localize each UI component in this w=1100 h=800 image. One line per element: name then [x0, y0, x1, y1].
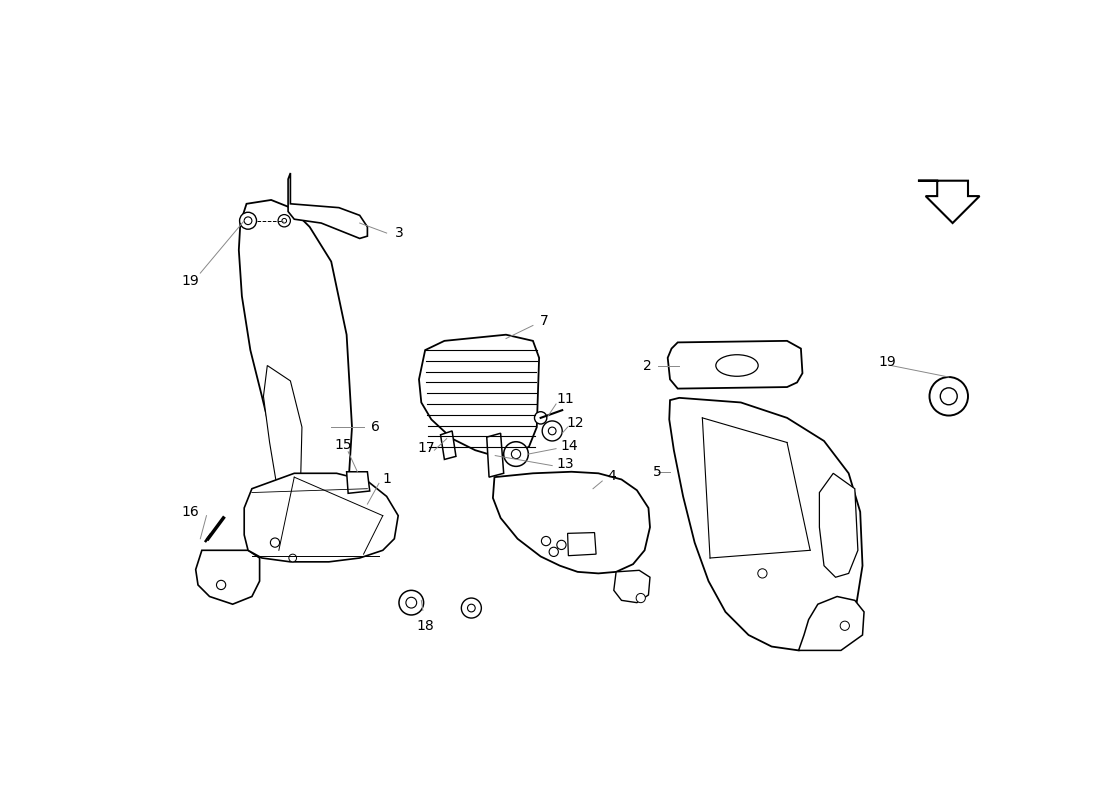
Text: 3: 3 — [395, 226, 404, 240]
Circle shape — [278, 214, 290, 227]
Circle shape — [535, 412, 547, 424]
Circle shape — [548, 427, 557, 435]
Circle shape — [542, 421, 562, 441]
Circle shape — [217, 580, 226, 590]
Text: 5: 5 — [653, 465, 662, 478]
Text: 18: 18 — [416, 618, 434, 633]
Text: 19: 19 — [182, 274, 199, 288]
Polygon shape — [614, 570, 650, 602]
Circle shape — [289, 554, 297, 562]
Circle shape — [549, 547, 559, 557]
Polygon shape — [244, 474, 398, 562]
Circle shape — [758, 569, 767, 578]
Polygon shape — [419, 334, 539, 456]
Circle shape — [406, 598, 417, 608]
Polygon shape — [346, 472, 370, 494]
Circle shape — [244, 217, 252, 225]
Ellipse shape — [716, 354, 758, 376]
Circle shape — [840, 621, 849, 630]
Polygon shape — [799, 597, 865, 650]
Text: 14: 14 — [560, 439, 578, 454]
Polygon shape — [669, 398, 862, 650]
Circle shape — [512, 450, 520, 458]
Circle shape — [557, 540, 566, 550]
Text: 16: 16 — [182, 505, 199, 519]
Text: 11: 11 — [557, 392, 574, 406]
Text: 13: 13 — [557, 457, 574, 471]
Circle shape — [541, 537, 551, 546]
Polygon shape — [196, 550, 260, 604]
Text: 1: 1 — [382, 473, 392, 486]
Polygon shape — [668, 341, 803, 389]
Circle shape — [940, 388, 957, 405]
Circle shape — [504, 442, 528, 466]
Text: 7: 7 — [540, 314, 549, 328]
Text: 12: 12 — [566, 416, 584, 430]
Text: 15: 15 — [334, 438, 352, 452]
Polygon shape — [288, 173, 367, 238]
Polygon shape — [486, 434, 504, 477]
Polygon shape — [440, 431, 455, 459]
Polygon shape — [917, 181, 980, 223]
Circle shape — [399, 590, 424, 615]
Circle shape — [282, 218, 286, 223]
Circle shape — [271, 538, 279, 547]
Text: 19: 19 — [878, 354, 896, 369]
Text: 17: 17 — [418, 441, 436, 455]
Circle shape — [636, 594, 646, 602]
Polygon shape — [239, 200, 352, 554]
Circle shape — [461, 598, 482, 618]
Circle shape — [930, 377, 968, 415]
Text: 2: 2 — [642, 358, 651, 373]
Text: 4: 4 — [607, 469, 616, 482]
Polygon shape — [820, 474, 858, 578]
Circle shape — [240, 212, 256, 230]
Polygon shape — [568, 533, 596, 556]
Text: 6: 6 — [371, 420, 380, 434]
Polygon shape — [264, 366, 301, 500]
Circle shape — [468, 604, 475, 612]
Polygon shape — [493, 472, 650, 574]
